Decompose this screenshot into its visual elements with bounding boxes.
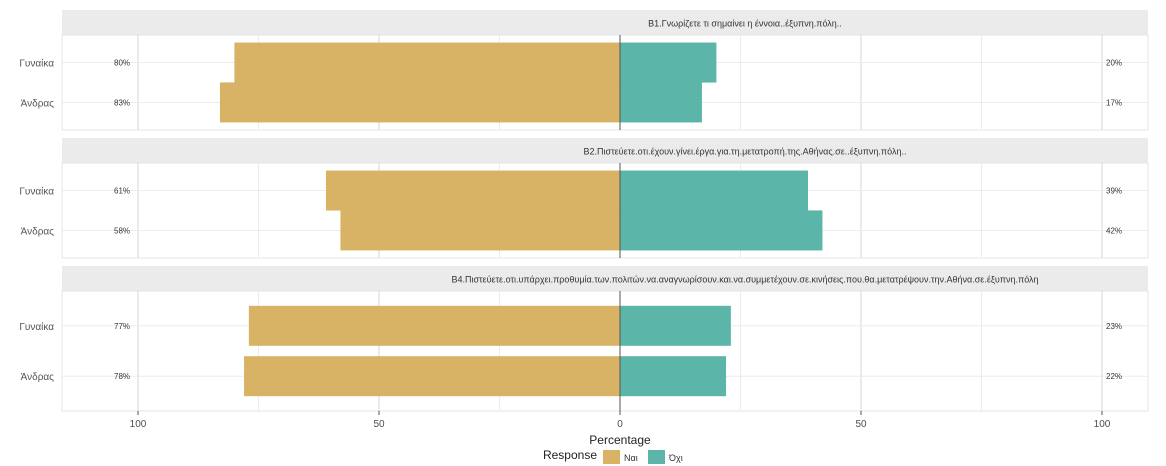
bar-ochi <box>620 42 717 83</box>
data-label-nai: 83% <box>114 98 130 107</box>
legend-label-nai: Ναι <box>624 453 638 463</box>
data-label-nai: 80% <box>114 59 130 68</box>
bar-nai <box>325 170 620 211</box>
bar-nai <box>248 305 621 346</box>
bar-nai <box>340 210 620 251</box>
bar-nai <box>234 42 620 83</box>
bar-nai <box>244 356 621 397</box>
legend-swatch-nai <box>603 450 620 464</box>
legend-title: Response <box>543 448 597 462</box>
bar-ochi <box>620 210 823 251</box>
legend-label-ochi: Όχι <box>668 453 683 463</box>
data-label-nai: 77% <box>114 322 130 331</box>
bar-nai <box>219 82 620 123</box>
panel-strip <box>62 138 1148 163</box>
category-label: Γυναίκα <box>19 58 54 70</box>
x-tick-label: 50 <box>373 419 385 430</box>
data-label-nai: 58% <box>114 226 130 235</box>
category-label: Άνδρας <box>21 98 55 109</box>
data-label-ochi: 39% <box>1106 187 1122 196</box>
data-label-ochi: 22% <box>1106 372 1122 381</box>
data-label-nai: 61% <box>114 187 130 196</box>
x-tick-label: 100 <box>130 419 147 430</box>
category-label: Γυναίκα <box>19 186 54 198</box>
legend-swatch-ochi <box>648 450 665 464</box>
panel-title: Β1.Γνωρίζετε τι σημαίνει η έννοια..έξυπν… <box>648 19 842 29</box>
data-label-ochi: 23% <box>1106 322 1122 331</box>
panel-title: Β2.Πιστεύετε.οτι.έχουν.γίνει.έργα.για.τη… <box>584 147 907 157</box>
category-label: Γυναίκα <box>19 321 54 333</box>
panel-strip <box>62 266 1148 291</box>
x-tick-label: 100 <box>1094 419 1111 430</box>
data-label-ochi: 17% <box>1106 98 1122 107</box>
bar-ochi <box>620 170 808 211</box>
data-label-ochi: 20% <box>1106 59 1122 68</box>
panel-strip <box>62 10 1148 35</box>
x-tick-label: 0 <box>617 419 623 430</box>
x-axis-title: Percentage <box>589 433 651 447</box>
x-tick-label: 50 <box>855 419 867 430</box>
category-label: Άνδρας <box>21 226 55 237</box>
bar-ochi <box>620 305 731 346</box>
category-label: Άνδρας <box>21 372 55 383</box>
bar-ochi <box>620 82 702 123</box>
data-label-nai: 78% <box>114 372 130 381</box>
data-label-ochi: 42% <box>1106 226 1122 235</box>
bar-ochi <box>620 356 727 397</box>
panel-title: Β4.Πιστεύετε.οτι.υπάρχει.προθυμία.των.πο… <box>451 275 1038 285</box>
